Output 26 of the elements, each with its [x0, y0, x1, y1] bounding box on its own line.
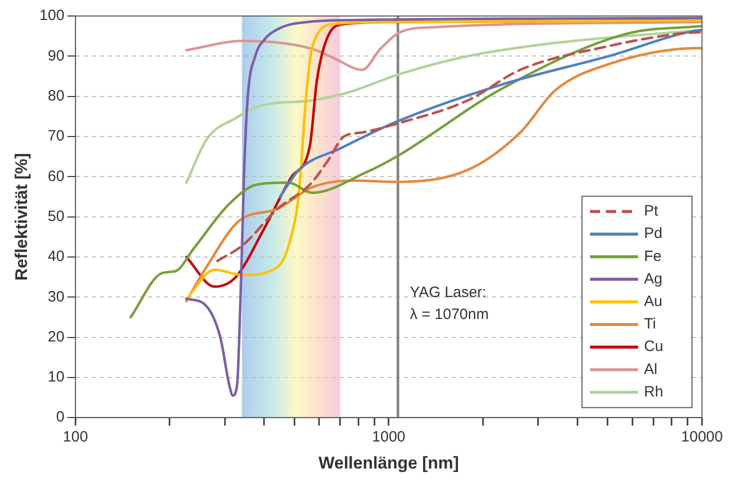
legend-label: Al — [644, 360, 658, 378]
y-tick-label: 60 — [48, 168, 64, 185]
x-tick-label: 1000 — [372, 428, 406, 446]
ref-line-label: YAG Laser: λ = 1070nm — [410, 284, 489, 324]
legend-label: Ti — [644, 316, 656, 333]
legend-label: Au — [644, 293, 662, 310]
x-tick-label: 100 — [62, 428, 88, 446]
y-tick-label: 70 — [48, 128, 64, 145]
y-tick-label: 100 — [39, 7, 64, 24]
legend-label: Pd — [644, 225, 662, 242]
y-tick-label: 40 — [48, 248, 64, 266]
y-tick-label: 90 — [48, 47, 64, 64]
y-tick-label: 30 — [48, 288, 64, 306]
x-tick-label: 10000 — [681, 428, 723, 446]
y-tick-label: 10 — [48, 368, 64, 386]
legend-label: Rh — [644, 383, 664, 400]
legend-label: Fe — [644, 248, 662, 265]
y-tick-label: 0 — [56, 408, 64, 426]
y-tick-label: 80 — [48, 87, 64, 104]
y-tick-label: 50 — [48, 208, 64, 225]
legend-label: Cu — [644, 338, 664, 356]
x-axis-title: Wellenlänge [nm] — [318, 453, 459, 472]
legend-label: Ag — [644, 270, 662, 288]
y-axis-title: Reflektivität [%] — [12, 153, 31, 281]
y-tick-label: 20 — [48, 328, 64, 346]
legend-label: Pt — [644, 202, 660, 220]
